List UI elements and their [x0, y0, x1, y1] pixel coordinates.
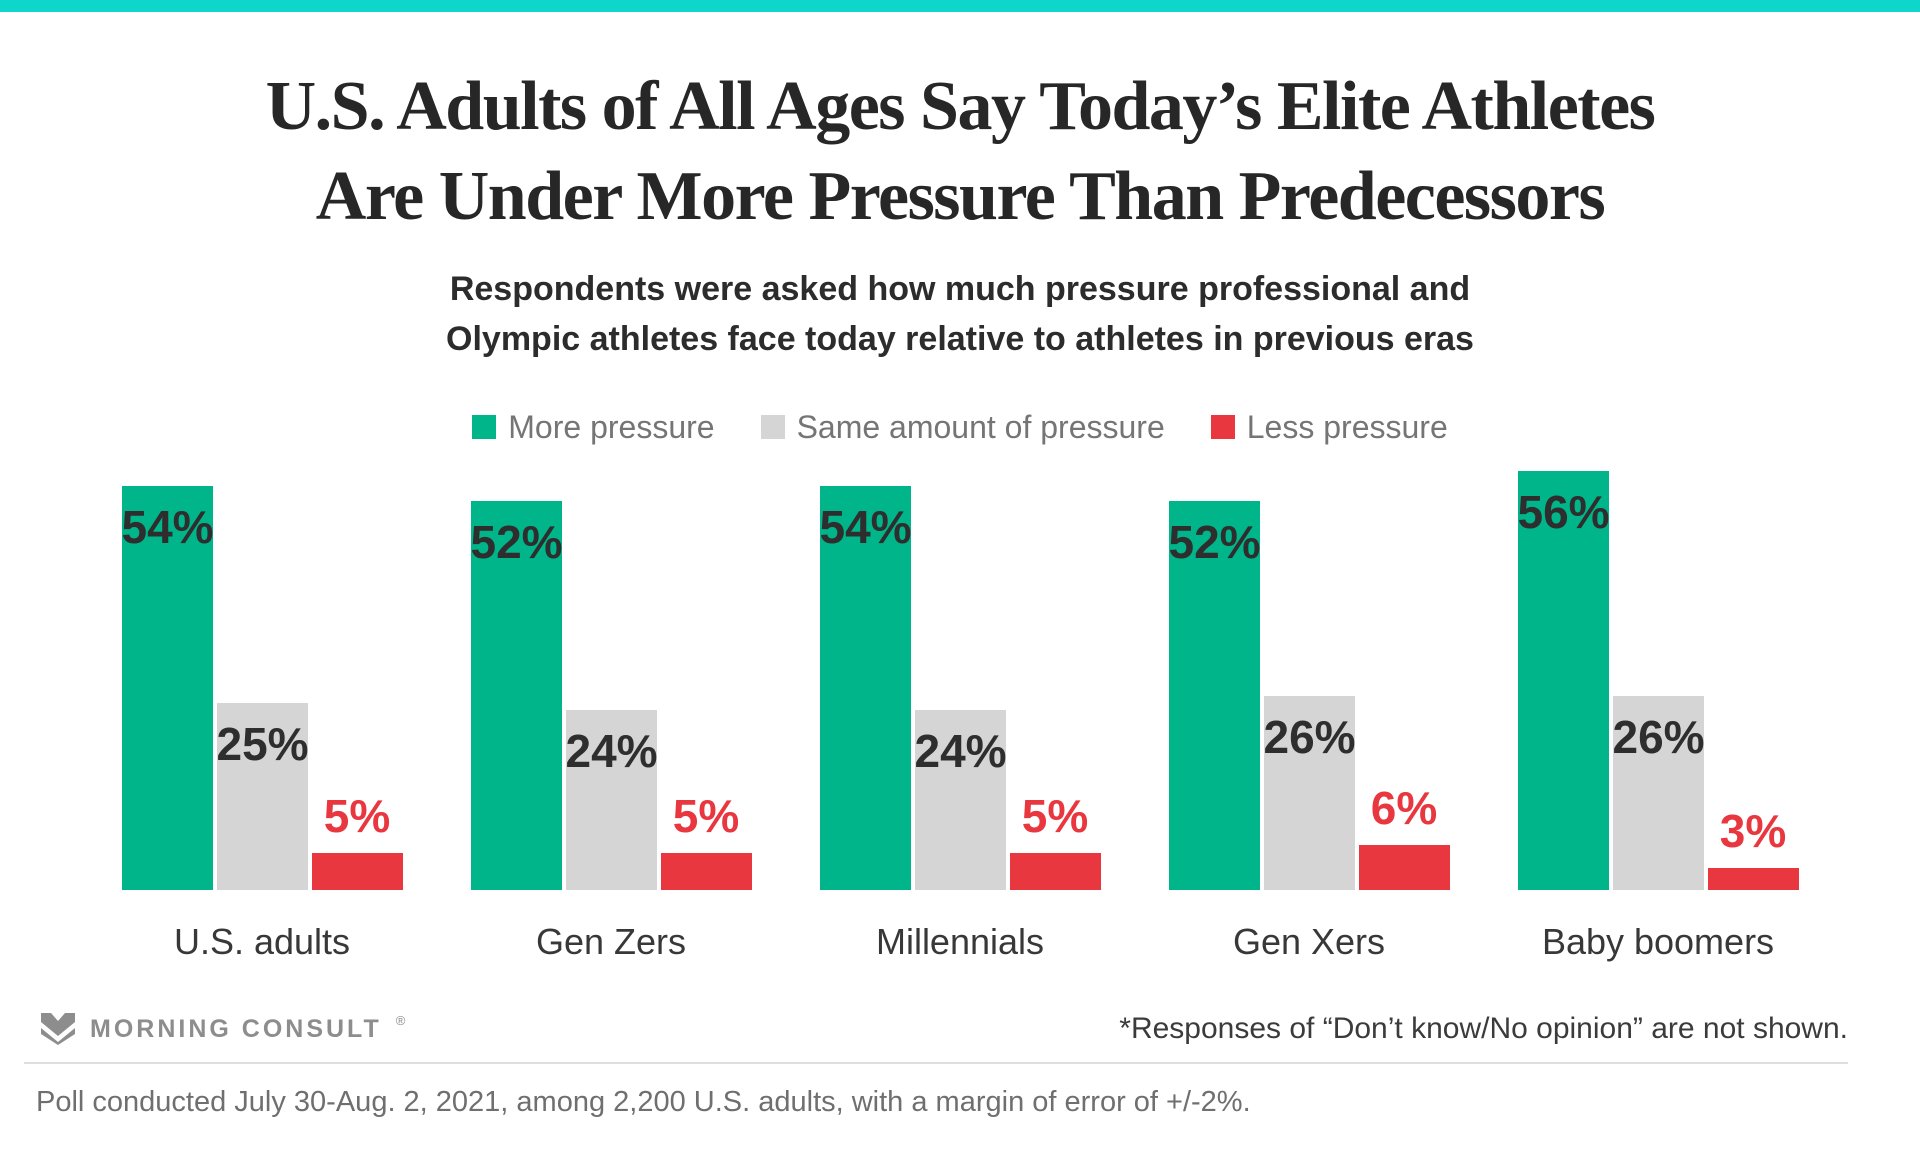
- bar-more-pressure: 56%: [1517, 471, 1610, 890]
- bar-group-gen-zers: 52% 24% 5% Gen Zers: [470, 470, 752, 964]
- bars-row: 52% 24% 5%: [470, 470, 752, 890]
- page-title-line2: Are Under More Pressure Than Predecessor…: [315, 158, 1606, 235]
- legend-label: Same amount of pressure: [796, 408, 1165, 445]
- bar-less-pressure: 5%: [660, 790, 752, 890]
- legend-marker-same-amount-of-pressure: [760, 415, 785, 439]
- bar-less-pressure: 5%: [311, 790, 403, 890]
- bar-less-pressure: 6%: [1358, 782, 1450, 890]
- bar-same-amount-of-pressure: 25%: [216, 703, 309, 890]
- bar-same-amount-of-pressure: 26%: [1612, 696, 1705, 890]
- bar-value-label: 54%: [819, 501, 912, 553]
- bar-more-pressure: 52%: [1168, 501, 1261, 890]
- bar-value-label: 56%: [1517, 486, 1610, 538]
- bar-group-millennials: 54% 24% 5% Millennials: [819, 470, 1101, 964]
- legend-item-less-pressure: Less pressure: [1210, 408, 1448, 446]
- bar-value-label: 5%: [323, 790, 391, 842]
- bar-value-label: 25%: [216, 718, 309, 770]
- bar-value-label: 24%: [914, 725, 1007, 777]
- bar-group-baby-boomers: 56% 26% 3% Baby boomers: [1517, 470, 1799, 964]
- bar-less-pressure: 3%: [1707, 805, 1799, 890]
- bar-group-u-s-adults: 54% 25% 5% U.S. adults: [121, 470, 403, 964]
- top-accent-bar: [0, 0, 1920, 12]
- bar-value-label: 5%: [672, 790, 740, 842]
- morning-consult-logo: MORNING CONSULT ®: [40, 1013, 405, 1045]
- legend-item-more-pressure: More pressure: [472, 408, 715, 446]
- category-label-gen-zers: Gen Zers: [535, 921, 687, 962]
- poll-methodology-note: Poll conducted July 30-Aug. 2, 2021, amo…: [36, 1086, 1251, 1118]
- chart-subtitle-line2: Olympic athletes face today relative to …: [446, 320, 1474, 358]
- bar-value-label: 54%: [121, 501, 214, 553]
- bar-less-pressure: 5%: [1009, 790, 1101, 890]
- legend-marker-less-pressure: [1210, 415, 1235, 439]
- bar-same-amount-of-pressure: 24%: [914, 710, 1007, 890]
- chart-legend: More pressure Same amount of pressure Less…: [0, 408, 1920, 446]
- bar-value-label: 5%: [1021, 790, 1089, 842]
- page-title-line1: U.S. Adults of All Ages Say Today’s Elit…: [265, 68, 1656, 145]
- legend-label: More pressure: [508, 408, 715, 445]
- bar-value-label: 52%: [1168, 516, 1261, 568]
- registered-trademark-icon: ®: [395, 1012, 406, 1028]
- bar-value-label: 26%: [1263, 711, 1356, 763]
- bar-value-label: 52%: [470, 516, 563, 568]
- morning-consult-logomark-icon: [41, 1013, 75, 1045]
- bar-group-gen-xers: 52% 26% 6% Gen Xers: [1168, 470, 1450, 964]
- bar-same-amount-of-pressure: 24%: [565, 710, 658, 890]
- bars-row: 56% 26% 3%: [1517, 470, 1799, 890]
- bars-row: 54% 25% 5%: [121, 470, 403, 890]
- bar-more-pressure: 54%: [121, 486, 214, 890]
- bar-value-label: 24%: [565, 725, 658, 777]
- bar-chart: 54% 25% 5% U.S. adults 52% 24% 5% Gen Zers 54% 24…: [0, 470, 1920, 964]
- category-label-u-s-adults: U.S. adults: [173, 921, 351, 962]
- footnote: *Responses of “Don’t know/No opinion” ar…: [1119, 1012, 1848, 1045]
- chart-subtitle-line1: Respondents were asked how much pressure…: [449, 270, 1471, 308]
- category-label-millennials: Millennials: [875, 921, 1045, 962]
- bar-more-pressure: 54%: [819, 486, 912, 890]
- chart-groups: 54% 25% 5% U.S. adults 52% 24% 5% Gen Zers 54% 24…: [0, 470, 1920, 964]
- bars-row: 54% 24% 5%: [819, 470, 1101, 890]
- category-label-gen-xers: Gen Xers: [1232, 921, 1386, 962]
- bar-more-pressure: 52%: [470, 501, 563, 890]
- legend-label: Less pressure: [1246, 408, 1448, 445]
- bar-value-label: 26%: [1612, 711, 1705, 763]
- bars-row: 52% 26% 6%: [1168, 470, 1450, 890]
- legend-item-same-amount-of-pressure: Same amount of pressure: [760, 408, 1165, 446]
- bar-value-label: 6%: [1370, 782, 1438, 834]
- category-label-baby-boomers: Baby boomers: [1541, 921, 1775, 962]
- chart-subtitle: Respondents were asked how much pressure…: [0, 264, 1920, 364]
- footer-row: MORNING CONSULT ® *Responses of “Don’t k…: [40, 1012, 1848, 1046]
- bar-value-label: 3%: [1719, 805, 1787, 857]
- divider: [24, 1062, 1848, 1064]
- page-title: U.S. Adults of All Ages Say Today’s Elit…: [0, 62, 1920, 242]
- legend-marker-more-pressure: [472, 415, 497, 439]
- logo-text: MORNING CONSULT: [90, 1014, 382, 1043]
- bar-same-amount-of-pressure: 26%: [1263, 696, 1356, 890]
